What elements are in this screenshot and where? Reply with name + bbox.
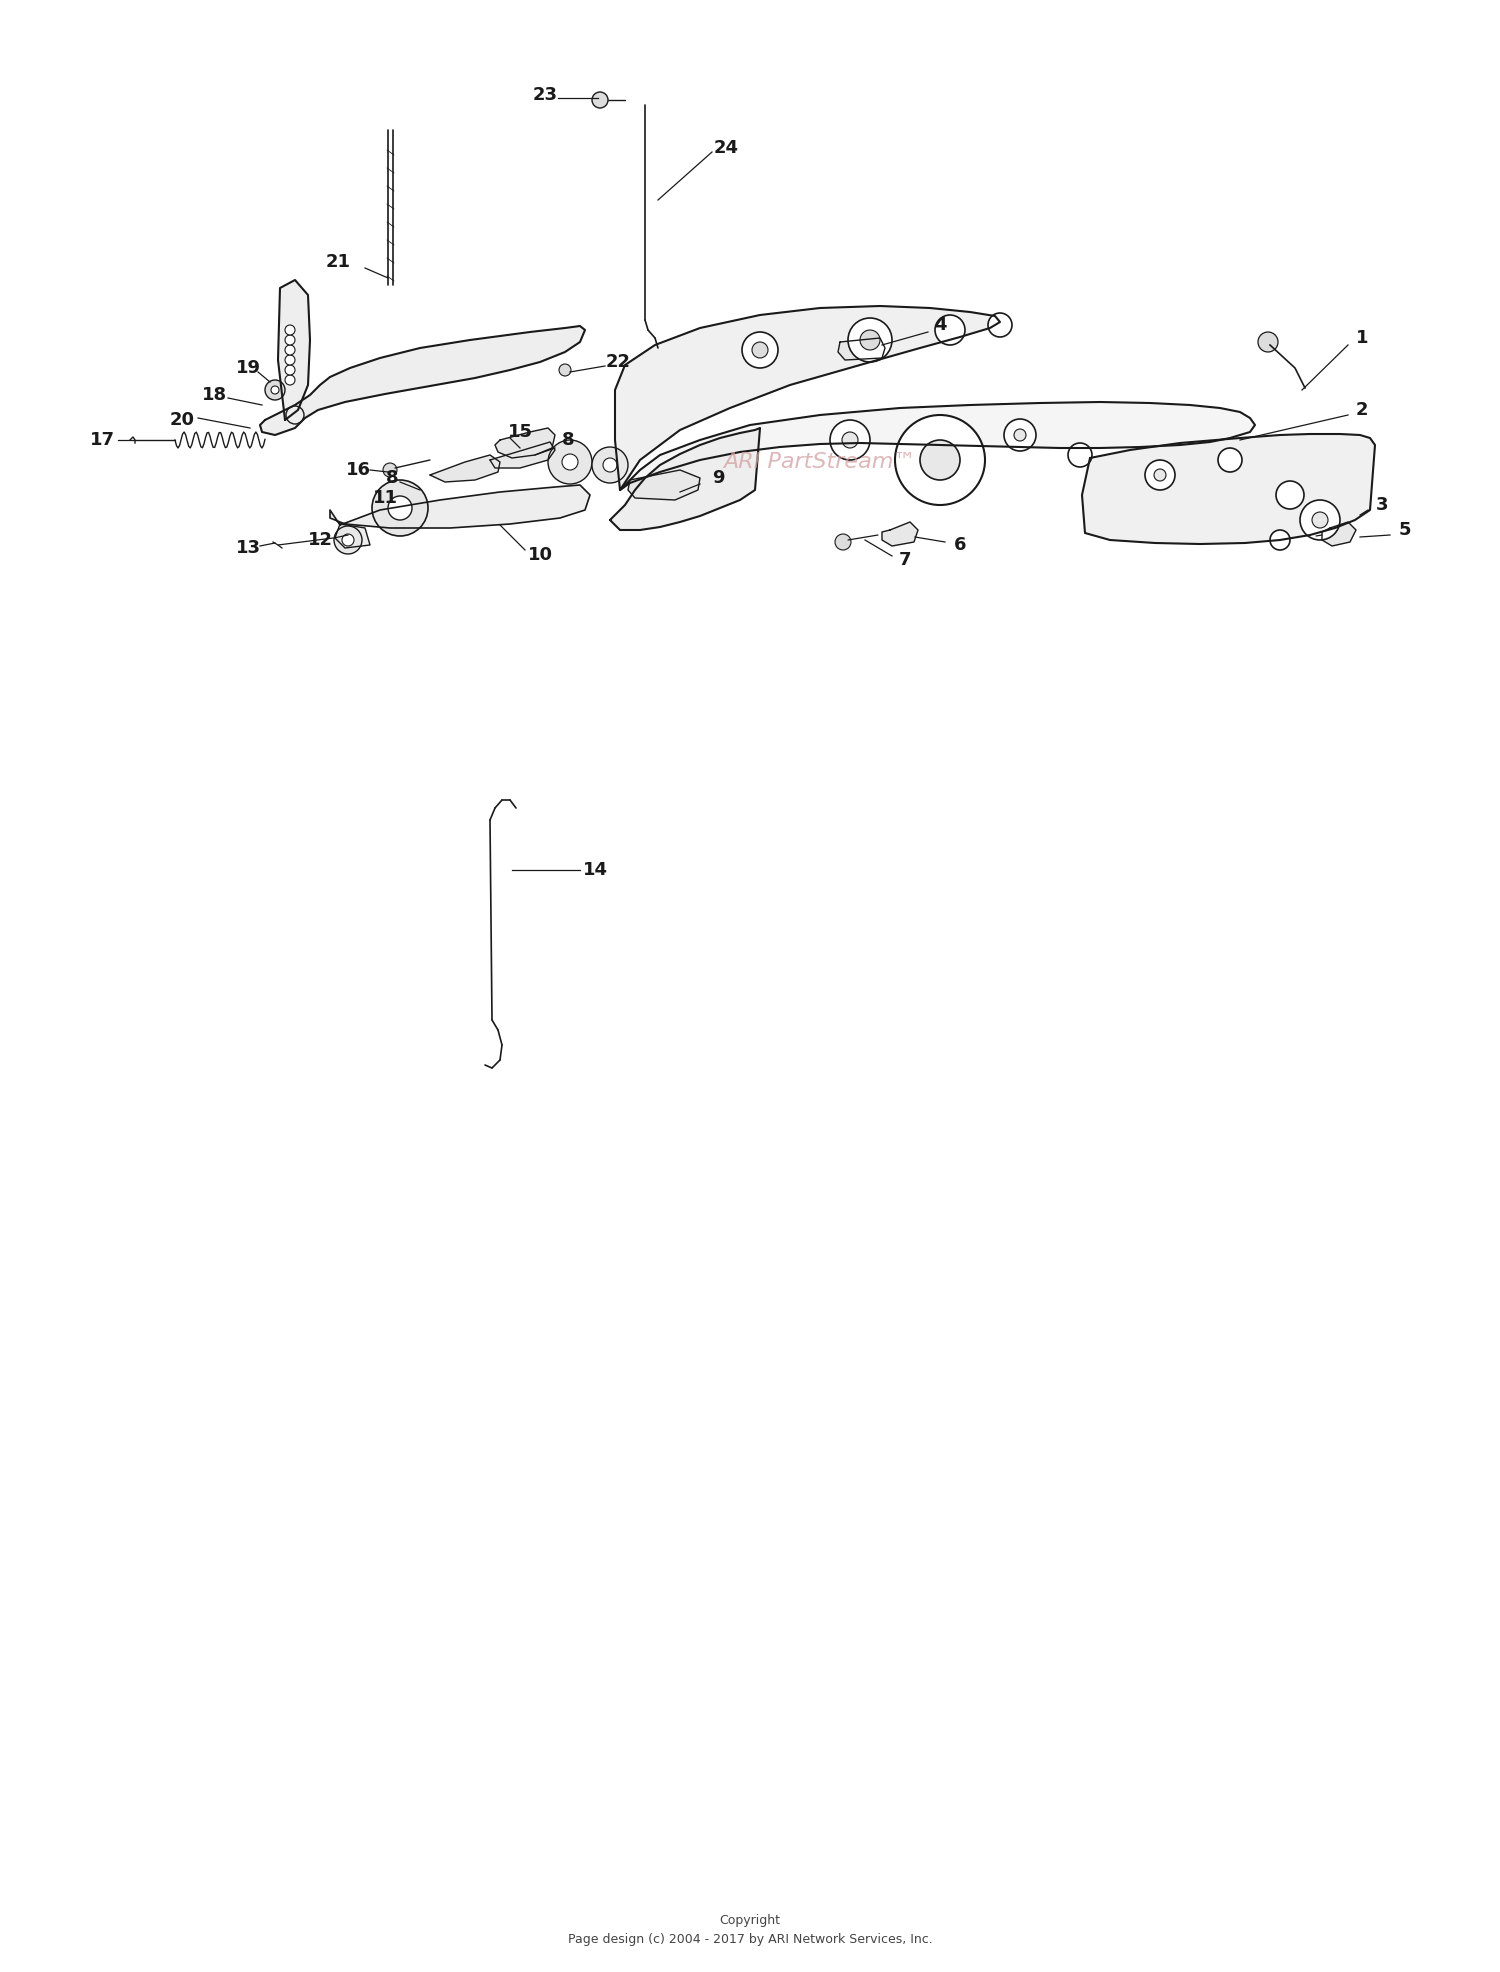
Circle shape	[742, 331, 778, 369]
Text: 18: 18	[202, 387, 228, 404]
Polygon shape	[882, 523, 918, 546]
Circle shape	[560, 365, 572, 377]
Circle shape	[285, 375, 296, 385]
Polygon shape	[620, 402, 1256, 489]
Circle shape	[752, 341, 768, 359]
Circle shape	[988, 314, 1012, 337]
Text: 10: 10	[528, 546, 552, 564]
Text: 16: 16	[345, 461, 370, 479]
Circle shape	[1218, 448, 1242, 471]
Text: 11: 11	[372, 489, 398, 507]
Circle shape	[1014, 430, 1026, 442]
Polygon shape	[278, 280, 310, 420]
Circle shape	[842, 432, 858, 448]
Text: 12: 12	[308, 530, 333, 548]
Circle shape	[830, 420, 870, 459]
Text: Copyright
Page design (c) 2004 - 2017 by ARI Network Services, Inc.: Copyright Page design (c) 2004 - 2017 by…	[567, 1915, 933, 1946]
Circle shape	[372, 479, 427, 536]
Polygon shape	[334, 525, 370, 548]
Circle shape	[285, 335, 296, 345]
Text: ARI PartStream™: ARI PartStream™	[723, 452, 916, 471]
Circle shape	[592, 448, 628, 483]
Circle shape	[272, 387, 279, 394]
Text: 24: 24	[714, 138, 738, 158]
Text: 17: 17	[90, 432, 114, 450]
Circle shape	[1258, 331, 1278, 351]
Text: 9: 9	[711, 469, 724, 487]
Circle shape	[548, 440, 592, 483]
Circle shape	[859, 329, 880, 349]
Circle shape	[1154, 469, 1166, 481]
Text: 23: 23	[532, 87, 558, 105]
Circle shape	[562, 454, 578, 469]
Circle shape	[1312, 513, 1328, 528]
Polygon shape	[1082, 434, 1376, 544]
Circle shape	[266, 381, 285, 400]
Circle shape	[285, 325, 296, 335]
Text: 5: 5	[1398, 521, 1411, 538]
Circle shape	[382, 463, 398, 477]
Text: 7: 7	[898, 550, 910, 570]
Text: 15: 15	[507, 424, 532, 442]
Text: 8: 8	[561, 432, 574, 450]
Circle shape	[285, 365, 296, 375]
Circle shape	[836, 534, 850, 550]
Polygon shape	[430, 456, 500, 481]
Circle shape	[334, 527, 362, 554]
Text: 21: 21	[326, 252, 351, 270]
Polygon shape	[330, 485, 590, 528]
Circle shape	[1068, 444, 1092, 467]
Polygon shape	[628, 469, 700, 501]
Polygon shape	[615, 306, 1001, 489]
Polygon shape	[1322, 523, 1356, 546]
Polygon shape	[839, 337, 885, 361]
Text: 2: 2	[1356, 400, 1368, 418]
Circle shape	[934, 316, 964, 345]
Circle shape	[1276, 481, 1304, 509]
Circle shape	[603, 458, 616, 471]
Circle shape	[592, 93, 608, 108]
Circle shape	[1300, 501, 1340, 540]
Text: 22: 22	[606, 353, 630, 371]
Text: 19: 19	[236, 359, 261, 377]
Circle shape	[1144, 459, 1174, 489]
Circle shape	[1004, 418, 1036, 452]
Polygon shape	[490, 442, 555, 467]
Circle shape	[1270, 530, 1290, 550]
Polygon shape	[260, 325, 585, 436]
Circle shape	[847, 317, 892, 363]
Circle shape	[285, 355, 296, 365]
Text: 1: 1	[1356, 329, 1368, 347]
Text: 20: 20	[170, 410, 195, 430]
Text: 14: 14	[582, 862, 608, 880]
Text: 6: 6	[954, 536, 966, 554]
Circle shape	[285, 345, 296, 355]
Polygon shape	[610, 428, 760, 530]
Text: 4: 4	[933, 316, 946, 333]
Polygon shape	[495, 428, 555, 458]
Text: 13: 13	[236, 538, 261, 556]
Circle shape	[920, 440, 960, 479]
Circle shape	[896, 414, 986, 505]
Circle shape	[342, 534, 354, 546]
Text: 3: 3	[1376, 497, 1389, 515]
Text: 8: 8	[386, 469, 399, 487]
Circle shape	[388, 497, 412, 521]
